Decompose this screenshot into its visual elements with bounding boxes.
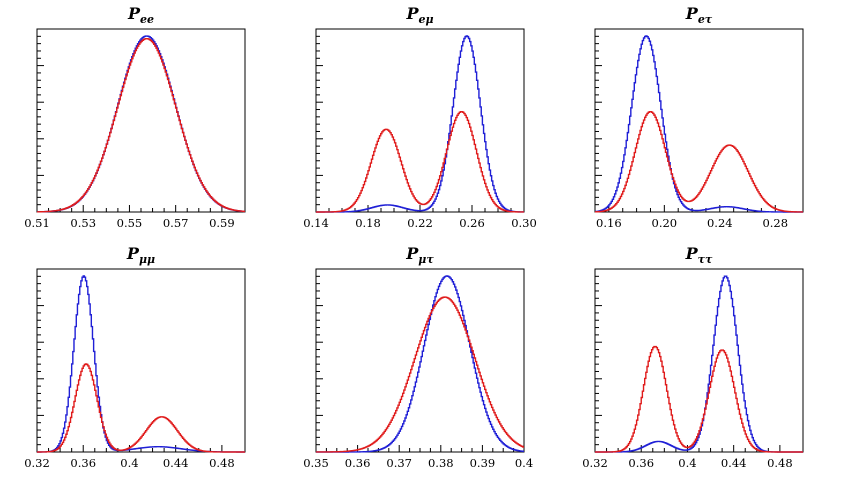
chart-title: Pμμ [126,244,155,266]
series-line-red [595,345,803,453]
chart-title: Peμ [405,4,433,26]
x-tick-label: 0.44 [163,456,189,470]
series-line-blue [595,275,803,453]
x-tick-label: 0.4 [515,456,533,470]
x-tick-label: 0.16 [596,216,622,230]
x-tick-label: 0.53 [70,216,96,230]
x-tick-label: 0.35 [303,456,329,470]
x-tick-label: 0.28 [762,216,788,230]
x-tick-label: 0.55 [117,216,143,230]
x-tick-label: 0.20 [652,216,678,230]
series-line-red [37,363,245,453]
series-line-red [595,111,803,213]
x-tick-label: 0.32 [24,456,50,470]
x-tick-label: 0.32 [582,456,608,470]
x-tick-label: 0.38 [428,456,454,470]
x-tick-label: 0.18 [355,216,381,230]
x-tick-label: 0.26 [459,216,485,230]
x-tick-label: 0.51 [24,216,50,230]
x-tick-label: 0.4 [678,456,696,470]
plot-frame [594,268,804,453]
x-tick-label: 0.39 [470,456,496,470]
x-tick-label: 0.57 [163,216,189,230]
plot-frame [594,28,804,213]
chart-title: Pττ [685,244,713,266]
x-tick-label: 0.59 [209,216,235,230]
x-tick-label: 0.14 [303,216,329,230]
chart-title: Pμτ [405,244,434,266]
x-tick-label: 0.4 [120,456,138,470]
x-tick-label: 0.44 [721,456,747,470]
chart-title: Peτ [685,4,713,26]
x-tick-label: 0.36 [628,456,654,470]
x-tick-label: 0.30 [511,216,537,230]
x-tick-label: 0.24 [707,216,733,230]
series-line-red [316,296,524,453]
series-line-blue [595,35,803,213]
series-line-blue [316,35,524,213]
series-line-blue [316,275,524,453]
series-line-red [316,111,524,213]
x-tick-label: 0.22 [407,216,433,230]
x-tick-label: 0.36 [345,456,371,470]
x-tick-label: 0.48 [209,456,235,470]
x-tick-label: 0.37 [386,456,412,470]
x-tick-label: 0.48 [767,456,793,470]
x-tick-label: 0.36 [70,456,96,470]
series-line-red [37,37,245,213]
chart-title: Pee [127,4,154,26]
